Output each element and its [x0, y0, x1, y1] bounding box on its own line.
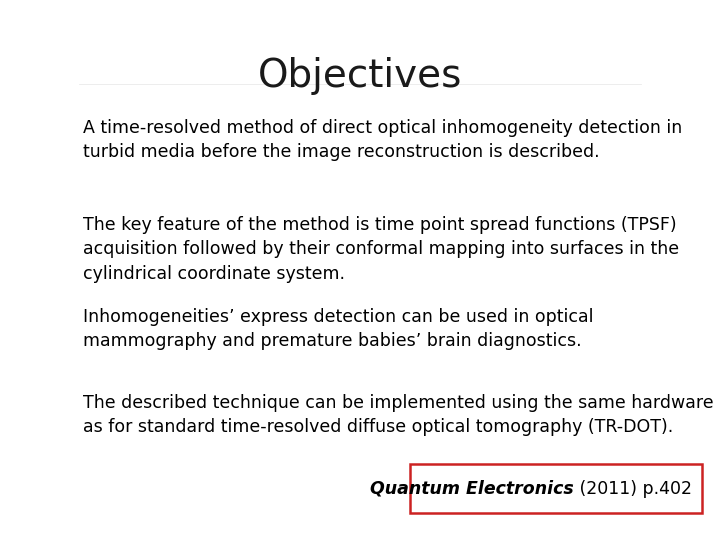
Text: T·S·T·U: T·S·T·U [24, 35, 78, 48]
Text: A time-resolved method of direct optical inhomogeneity detection in
turbid media: A time-resolved method of direct optical… [83, 119, 682, 161]
FancyBboxPatch shape [410, 464, 702, 513]
Text: Objectives: Objectives [258, 57, 462, 94]
Text: The key feature of the method is time point spread functions (TPSF)
acquisition : The key feature of the method is time po… [83, 216, 679, 282]
Text: The described technique can be implemented using the same hardware
as for standa: The described technique can be implement… [83, 394, 714, 436]
Text: Inhomogeneities’ express detection can be used in optical
mammography and premat: Inhomogeneities’ express detection can b… [83, 308, 593, 350]
Text: Quantum Electronics: Quantum Electronics [371, 480, 575, 498]
Text: (2011) p.402: (2011) p.402 [575, 480, 692, 498]
